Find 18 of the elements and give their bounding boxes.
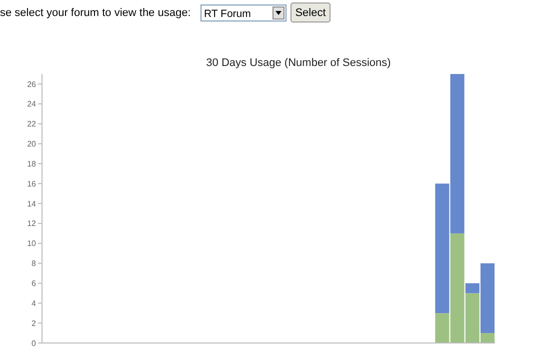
chart-title: 30 Days Usage (Number of Sessions) — [206, 57, 391, 69]
y-tick-label: 22 — [27, 120, 37, 129]
select-button: Select — [290, 2, 330, 22]
y-tick-label: 10 — [27, 239, 37, 248]
y-tick-label: 20 — [27, 140, 37, 149]
text: se select your forum to view the usage: — [0, 7, 191, 19]
y-tick-label: 16 — [27, 179, 37, 188]
y-tick-label: 12 — [27, 219, 37, 228]
y-tick-label: 8 — [32, 259, 37, 268]
y-tick-label: 0 — [32, 338, 37, 348]
y-tick-label: 6 — [32, 279, 37, 288]
dropdown-field: RT Forum — [200, 4, 286, 22]
y-tick-label: 26 — [27, 80, 37, 89]
y-tick-label: 4 — [32, 298, 37, 308]
y-tick-label: 24 — [27, 100, 37, 109]
y-tick-label: 2 — [32, 318, 37, 328]
y-tick-label: 14 — [27, 199, 37, 208]
y-tick-label: 18 — [27, 159, 37, 168]
